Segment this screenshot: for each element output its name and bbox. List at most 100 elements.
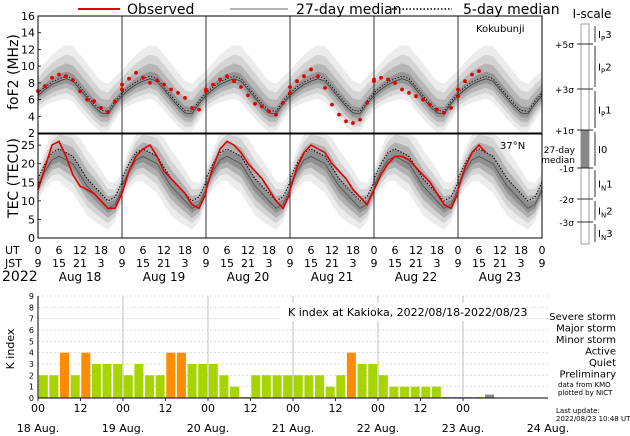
ut-tick-label: 18 bbox=[346, 244, 360, 257]
fof2-ytick-label: 10 bbox=[21, 60, 35, 73]
tec-ytick-label: 10 bbox=[21, 195, 35, 208]
fof2-ytick-label: 16 bbox=[21, 10, 35, 23]
jst-tick-label: 9 bbox=[539, 257, 546, 270]
jst-tick-label: 21 bbox=[241, 257, 255, 270]
fof2-ylabel: foF2 (MHz) bbox=[6, 34, 22, 110]
fof2-band-aug-20-3 bbox=[206, 71, 290, 118]
fof2-observed-point bbox=[407, 91, 411, 95]
kindex-hour-label: 00 bbox=[371, 402, 385, 415]
fof2-observed-point bbox=[288, 85, 292, 89]
jst-tick-label: 21 bbox=[493, 257, 507, 270]
iscale-title: I-scale bbox=[573, 7, 612, 21]
jst-tick-label: 15 bbox=[388, 257, 402, 270]
fof2-5day-median-line bbox=[37, 75, 543, 112]
ut-tick-label: 12 bbox=[241, 244, 255, 257]
kindex-bar bbox=[187, 364, 197, 398]
iscale-class-main: I bbox=[598, 106, 601, 117]
fof2-observed-point bbox=[337, 112, 341, 117]
kindex-bar bbox=[336, 375, 346, 398]
kindex-hour-label: 00 bbox=[31, 402, 45, 415]
iscale-class-sub: P bbox=[601, 35, 605, 43]
fof2-observed-point bbox=[456, 87, 460, 92]
kindex-hour-label: 00 bbox=[116, 402, 130, 415]
tec-panel: TEC (TECU) 25 20 15 10 5 0 37°N bbox=[6, 133, 543, 245]
ut-tick-label: 0 bbox=[287, 244, 294, 257]
kindex-date-label: 20 Aug. bbox=[187, 422, 229, 435]
iscale-class-label: I0 bbox=[598, 145, 607, 156]
ut-tick-label: 0 bbox=[371, 244, 378, 257]
fof2-observed-point bbox=[239, 85, 243, 89]
iscale-class-sub: P bbox=[601, 111, 605, 119]
kindex-legend-preliminary: Preliminary bbox=[560, 370, 617, 381]
kindex-bar bbox=[81, 352, 91, 398]
ut-tick-label: 0 bbox=[35, 244, 42, 257]
fof2-observed-point bbox=[57, 72, 61, 77]
fof2-observed-point bbox=[43, 84, 47, 89]
tec-ytick-label: 0 bbox=[28, 232, 35, 245]
kindex-bar bbox=[293, 375, 303, 398]
iscale-panel: I-scale +5σ+3σ+1σ-1σ-2σ-3σ27-daymedianIP… bbox=[541, 7, 613, 245]
fof2-observed-point bbox=[435, 107, 439, 112]
fof2-observed-point bbox=[316, 74, 320, 79]
kindex-bar bbox=[113, 364, 123, 398]
kindex-hour-label: 00 bbox=[286, 402, 300, 415]
iscale-class-label: IN3 bbox=[598, 229, 613, 242]
fof2-observed-point bbox=[78, 89, 82, 94]
iscale-class-num: 2 bbox=[605, 63, 611, 74]
kindex-bar bbox=[283, 375, 293, 398]
fof2-ytick-label: 2 bbox=[28, 127, 35, 140]
jst-tick-label: 21 bbox=[73, 257, 87, 270]
ut-tick-label: 0 bbox=[455, 244, 462, 257]
iscale-sigma-label: -3σ bbox=[559, 219, 574, 229]
kindex-hour-label: 12 bbox=[74, 402, 88, 415]
ut-label: UT bbox=[5, 244, 20, 257]
tec-lines bbox=[37, 140, 543, 210]
fof2-observed-point bbox=[400, 87, 404, 92]
iscale-class-sub: N bbox=[601, 185, 606, 193]
tec-band-aug-18-3 bbox=[38, 149, 122, 213]
kindex-bar bbox=[251, 375, 261, 398]
tec-band-aug-21-3 bbox=[290, 149, 374, 213]
kindex-source-1: data from KMO bbox=[558, 381, 611, 389]
iscale-median-label-2: median bbox=[541, 156, 575, 166]
tec-station: 37°N bbox=[500, 141, 525, 152]
kindex-legend-quiet: Quiet bbox=[589, 358, 616, 369]
fof2-observed-point bbox=[204, 87, 208, 92]
fof2-ytick-label: 12 bbox=[21, 43, 35, 56]
jst-tick-label: 3 bbox=[182, 257, 189, 270]
kindex-bar bbox=[102, 364, 112, 398]
kindex-preliminary-bar bbox=[485, 394, 495, 398]
fof2-observed-point bbox=[232, 79, 236, 84]
tec-ytick-label: 20 bbox=[21, 158, 35, 171]
fof2-observed-point bbox=[148, 81, 152, 85]
kindex-bar bbox=[91, 364, 101, 398]
jst-tick-label: 15 bbox=[220, 257, 234, 270]
kindex-bar bbox=[389, 386, 399, 398]
kindex-bar bbox=[230, 386, 240, 398]
fof2-observed-point bbox=[449, 106, 453, 110]
kindex-ytick-label: 6 bbox=[29, 326, 34, 335]
fof2-observed-point bbox=[183, 96, 187, 100]
fof2-observed-point bbox=[421, 97, 425, 102]
fof2-observed-point bbox=[309, 67, 313, 72]
jst-tick-label: 21 bbox=[409, 257, 423, 270]
ut-tick-label: 6 bbox=[392, 244, 399, 257]
iscale-class-label: IP3 bbox=[598, 30, 612, 43]
jst-tick-label: 9 bbox=[455, 257, 462, 270]
fof2-observed-point bbox=[99, 106, 103, 110]
kindex-bar bbox=[166, 352, 176, 398]
jst-tick-label: 9 bbox=[203, 257, 210, 270]
kindex-bar bbox=[304, 375, 314, 398]
fof2-observed-point bbox=[127, 76, 131, 81]
fof2-observed-point bbox=[428, 102, 432, 107]
kindex-update-1: Last update: bbox=[556, 407, 600, 415]
fof2-observed-point bbox=[351, 121, 355, 125]
kindex-hour-label: 12 bbox=[329, 402, 343, 415]
jst-tick-label: 15 bbox=[472, 257, 486, 270]
fof2-observed-point bbox=[120, 82, 124, 87]
kindex-date-label: 22 Aug. bbox=[357, 422, 399, 435]
iscale-sigma-label: -2σ bbox=[559, 196, 574, 206]
tec-observed-line bbox=[37, 140, 487, 210]
fof2-observed-point bbox=[323, 86, 327, 90]
